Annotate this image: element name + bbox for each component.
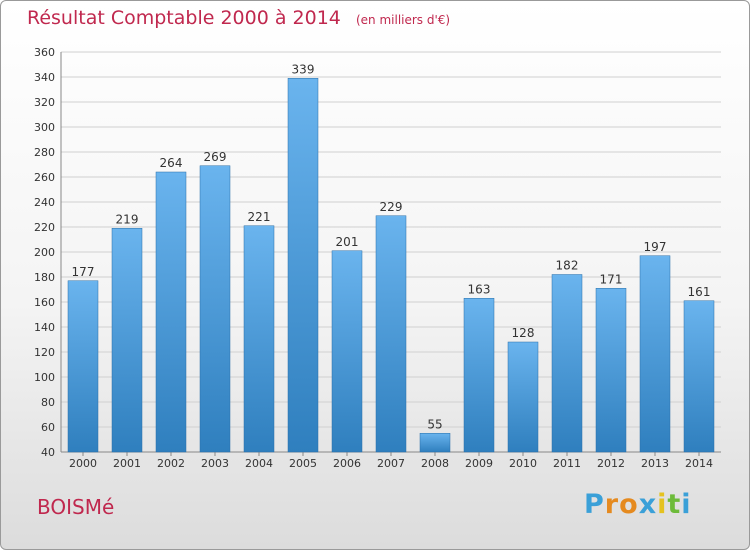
data-label: 219 [116, 212, 139, 226]
bar-2014[interactable] [683, 300, 715, 453]
logo-letter: P [584, 489, 605, 520]
logo-letter: x [638, 489, 658, 520]
x-tick-label: 2006 [333, 457, 361, 470]
bar-2011[interactable] [551, 274, 583, 453]
logo-letter: i [657, 489, 668, 520]
data-label: 177 [72, 265, 95, 279]
bar-2008[interactable] [419, 433, 451, 453]
bar-2007[interactable] [375, 215, 407, 453]
x-tick-label: 2005 [289, 457, 317, 470]
y-tick-label: 180 [34, 271, 55, 284]
y-tick-label: 320 [34, 96, 55, 109]
data-label: 182 [556, 259, 579, 273]
y-tick-label: 220 [34, 221, 55, 234]
y-tick-label: 340 [34, 71, 55, 84]
x-tick-label: 2011 [553, 457, 581, 470]
data-label: 269 [204, 150, 227, 164]
bar-2000[interactable] [67, 280, 99, 453]
x-tick-label: 2001 [113, 457, 141, 470]
y-tick-label: 200 [34, 246, 55, 259]
y-tick-label: 260 [34, 171, 55, 184]
y-tick-label: 60 [41, 421, 55, 434]
bar-2010[interactable] [507, 341, 539, 453]
y-tick-label: 240 [34, 196, 55, 209]
y-tick-label: 120 [34, 346, 55, 359]
x-tick-label: 2014 [685, 457, 713, 470]
bar-2009[interactable] [463, 298, 495, 453]
x-tick-label: 2000 [69, 457, 97, 470]
chart-subtitle: (en milliers d'€) [355, 13, 451, 27]
x-tick-label: 2012 [597, 457, 625, 470]
logo-letter: i [681, 489, 692, 520]
bar-2004[interactable] [243, 225, 275, 453]
chart-title: Résultat Comptable 2000 à 2014 [27, 7, 341, 29]
y-tick-label: 40 [41, 446, 55, 459]
bar-2003[interactable] [199, 165, 231, 453]
x-tick-label: 2004 [245, 457, 273, 470]
y-tick-label: 280 [34, 146, 55, 159]
bar-2001[interactable] [111, 228, 143, 453]
x-tick-label: 2003 [201, 457, 229, 470]
chart-title-block: Résultat Comptable 2000 à 2014 (en milli… [27, 7, 450, 29]
x-tick-label: 2008 [421, 457, 449, 470]
logo-letter: r [604, 489, 620, 520]
y-tick-label: 300 [34, 121, 55, 134]
x-tick-label: 2002 [157, 457, 185, 470]
x-tick-label: 2009 [465, 457, 493, 470]
data-label: 264 [160, 156, 183, 170]
data-label: 128 [512, 326, 535, 340]
bars: 177 219 264 269 221 339 201 229 55 163 128 182 171 19… [67, 62, 715, 453]
x-tick-label: 2013 [641, 457, 669, 470]
y-tick-label: 80 [41, 396, 55, 409]
data-label: 171 [600, 272, 623, 286]
y-tick-label: 140 [34, 321, 55, 334]
proxiti-logo[interactable]: Proxiti [584, 489, 692, 520]
bar-2002[interactable] [155, 171, 187, 453]
bar-2005[interactable] [287, 78, 319, 453]
x-tick-label: 2007 [377, 457, 405, 470]
y-tick-label: 160 [34, 296, 55, 309]
data-label: 339 [292, 62, 315, 76]
y-tick-label: 100 [34, 371, 55, 384]
data-label: 197 [644, 240, 667, 254]
bar-2012[interactable] [595, 288, 627, 453]
town-name: BOISMé [37, 495, 115, 519]
data-label: 201 [336, 235, 359, 249]
x-tick-label: 2010 [509, 457, 537, 470]
logo-letter: t [667, 489, 682, 520]
y-tick-label: 360 [34, 46, 55, 59]
logo-letter: o [619, 489, 639, 520]
bar-2013[interactable] [639, 255, 671, 453]
bar-2006[interactable] [331, 250, 363, 453]
data-label: 221 [248, 210, 271, 224]
data-label: 163 [468, 282, 491, 296]
data-label: 55 [427, 417, 442, 431]
data-label: 229 [380, 200, 403, 214]
data-label: 161 [688, 285, 711, 299]
